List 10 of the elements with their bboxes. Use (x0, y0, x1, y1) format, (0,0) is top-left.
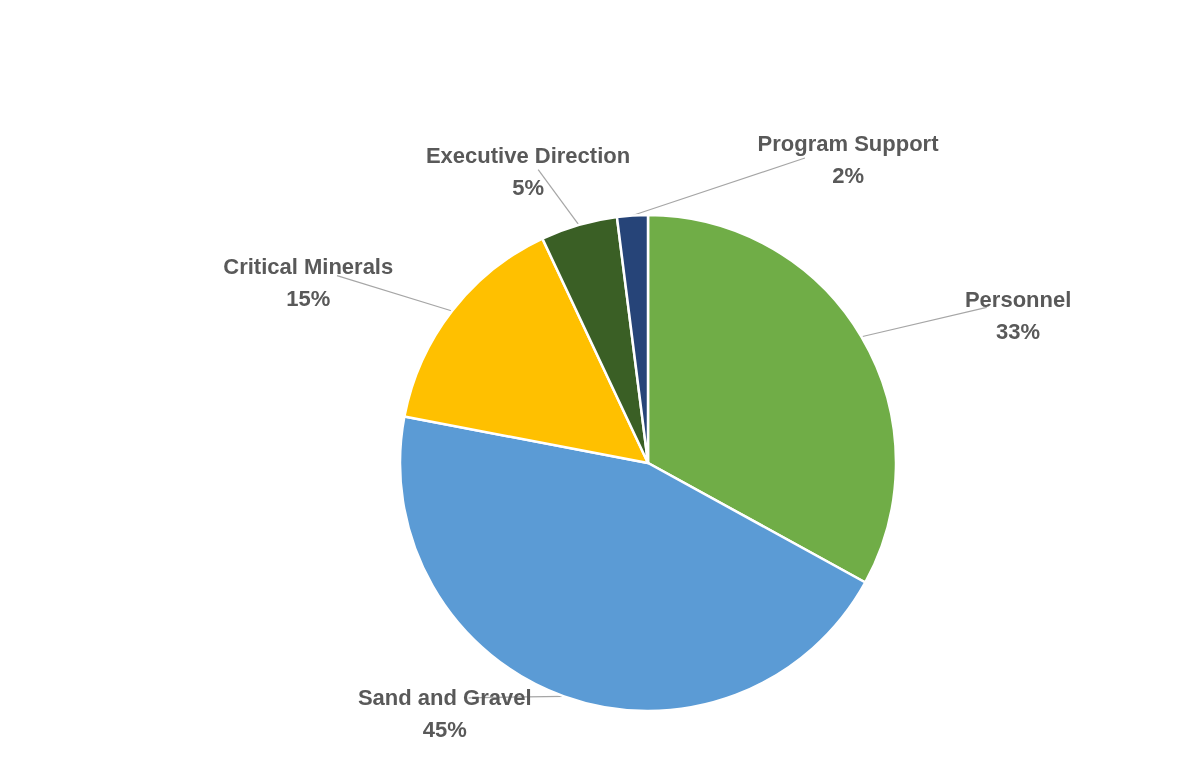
slice-label: Critical Minerals (223, 253, 394, 279)
data-label: 15% (286, 285, 331, 311)
slice-label: Sand and Gravel (357, 685, 532, 711)
data-label: 5% (512, 174, 544, 200)
slice-label: Executive Direction (425, 142, 631, 168)
slice-label: Personnel (964, 287, 1072, 313)
slice-label: Program Support (757, 130, 940, 156)
data-label: 45% (422, 717, 467, 743)
data-label: 33% (996, 319, 1041, 345)
data-label: 2% (832, 162, 864, 188)
